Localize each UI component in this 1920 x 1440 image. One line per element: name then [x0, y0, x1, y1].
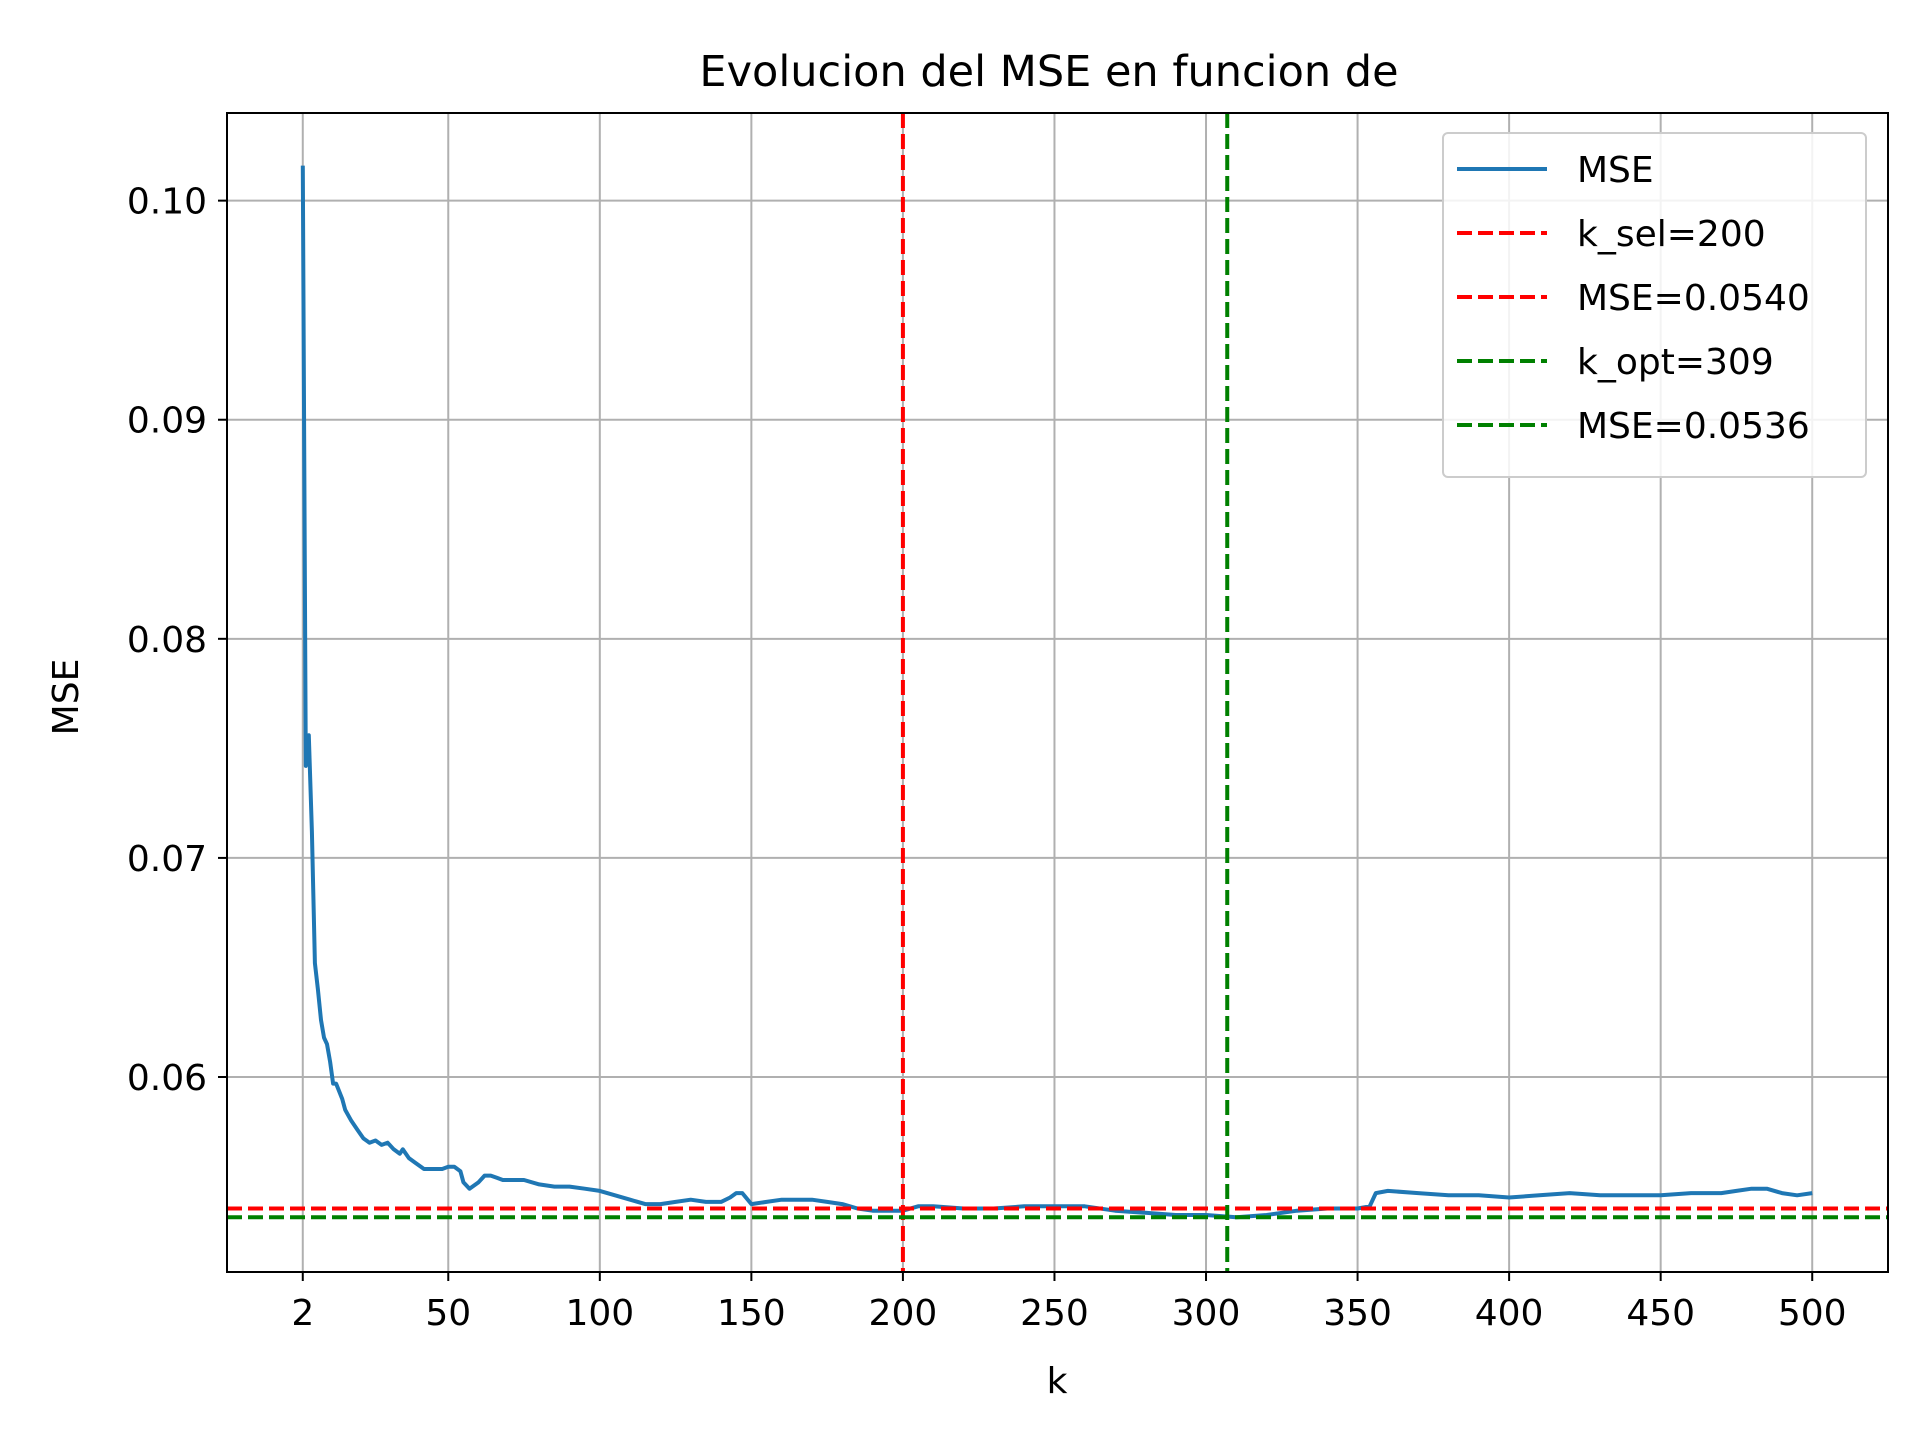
legend-label: MSE [1577, 150, 1654, 191]
y-tick-label: 0.06 [127, 1058, 207, 1099]
legend: MSE k_sel=200 MSE=0.0540 k_opt=309 MSE=0.053… [1442, 132, 1867, 478]
y-tick-label: 0.10 [127, 182, 207, 223]
x-tick-label: 150 [717, 1293, 786, 1334]
x-tick-label: 500 [1778, 1293, 1847, 1334]
legend-label: k_sel=200 [1577, 214, 1766, 255]
y-tick-label: 0.07 [127, 839, 207, 880]
plot-frame [226, 112, 1889, 1273]
x-tick-label: 2 [291, 1293, 314, 1334]
chart-title: Evolucion del MSE en funcion de [699, 47, 1398, 97]
y-axis-title: MSE [46, 659, 87, 736]
y-tick-label: 0.08 [127, 620, 207, 661]
legend-box [1442, 132, 1867, 478]
legend-label: MSE=0.0536 [1577, 406, 1810, 447]
x-tick-label: 450 [1626, 1293, 1695, 1334]
x-tick-label: 300 [1172, 1293, 1241, 1334]
legend-label: MSE=0.0540 [1577, 278, 1810, 319]
x-tick-label: 200 [869, 1293, 938, 1334]
series-line-mse [300, 165, 1813, 1220]
y-tick-label: 0.09 [127, 401, 207, 442]
tick-layer: 2 50 100 150 200 250 300 350 400 450 5000.060.070.… [127, 182, 1847, 1334]
x-tick-label: 350 [1323, 1293, 1392, 1334]
x-tick-label: 50 [425, 1293, 471, 1334]
x-tick-label: 100 [565, 1293, 634, 1334]
legend-label: k_opt=309 [1577, 342, 1774, 383]
x-axis-title: k [1047, 1361, 1068, 1402]
x-tick-label: 250 [1020, 1293, 1089, 1334]
series-layer [227, 113, 1888, 1272]
x-tick-label: 400 [1475, 1293, 1544, 1334]
